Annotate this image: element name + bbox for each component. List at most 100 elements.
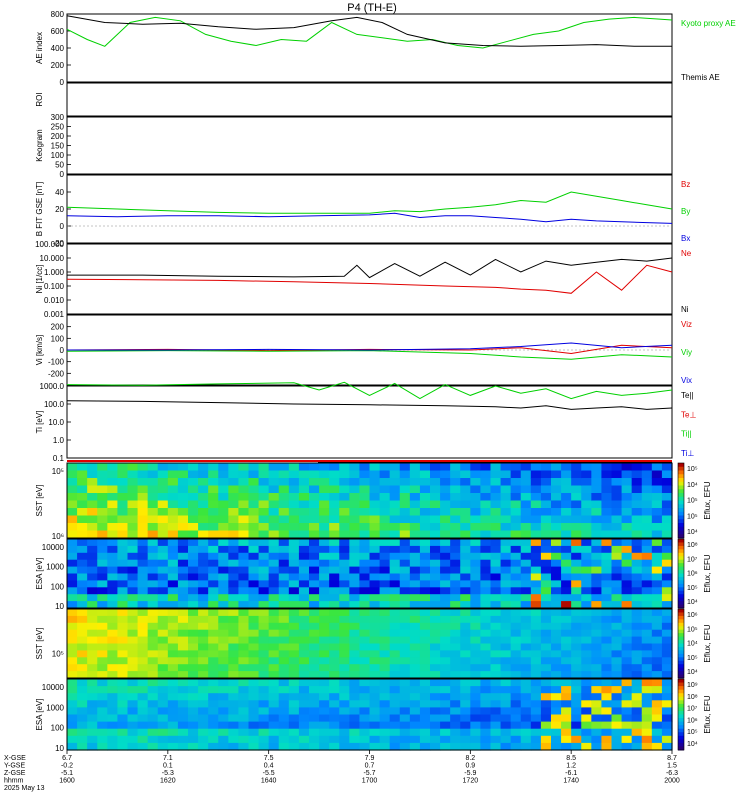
heatmap-cell <box>591 636 603 645</box>
heatmap-cell <box>97 686 108 694</box>
heatmap-cell <box>208 545 219 554</box>
heatmap-cell <box>208 671 219 679</box>
heatmap-cell <box>298 615 310 624</box>
heatmap-cell <box>309 594 320 602</box>
heatmap-cell <box>147 636 159 645</box>
heatmap-cell <box>147 601 159 609</box>
colorbar-swatch <box>678 650 684 655</box>
heatmap-cell <box>440 539 451 547</box>
heatmap-cell <box>571 594 582 602</box>
heatmap-cell <box>530 636 542 645</box>
heatmap-cell <box>409 735 421 744</box>
heatmap-cell <box>127 500 139 509</box>
heatmap-cell <box>359 664 371 672</box>
heatmap-cell <box>228 615 240 624</box>
heatmap-cell <box>97 485 108 494</box>
heatmap-cell <box>339 523 350 532</box>
heatmap-cell <box>87 485 98 494</box>
heatmap-cell <box>409 523 421 532</box>
heatmap-cell <box>77 693 88 701</box>
heatmap-cell <box>500 493 512 502</box>
heatmap-cell <box>480 686 492 694</box>
heatmap-cell <box>611 643 623 651</box>
heatmap-cell <box>127 539 139 547</box>
heatmap-cell <box>288 493 300 502</box>
heatmap-cell <box>137 559 149 568</box>
heatmap-cell <box>430 700 441 708</box>
heatmap-cell <box>601 587 613 595</box>
heatmap-cell <box>571 643 582 651</box>
heatmap-cell <box>661 587 673 595</box>
heatmap-cell <box>319 478 330 487</box>
heatmap-cell <box>248 664 260 672</box>
heatmap-cell <box>77 657 88 665</box>
heatmap-cell <box>309 515 320 524</box>
heatmap-cell <box>581 664 592 672</box>
heatmap-cell <box>349 693 361 701</box>
heatmap-cell <box>319 493 330 502</box>
heatmap-cell <box>87 523 98 532</box>
heatmap-cell <box>208 478 219 487</box>
heatmap-cell <box>107 539 119 547</box>
heatmap-cell <box>349 615 361 624</box>
heatmap-cell <box>661 728 673 737</box>
heatmap-cell <box>258 478 270 487</box>
heatmap-cell <box>208 587 219 595</box>
heatmap-cell <box>309 742 320 751</box>
heatmap-cell <box>87 679 98 687</box>
heatmap-cell <box>278 622 290 631</box>
heatmap-cell <box>157 707 169 716</box>
heatmap-cell <box>218 545 229 554</box>
heatmap-cell <box>399 493 411 502</box>
heatmap-cell <box>137 657 149 665</box>
heatmap-cell <box>77 728 88 737</box>
heatmap-cell <box>561 664 572 672</box>
heatmap-cell <box>339 587 350 595</box>
heatmap-cell <box>157 693 169 701</box>
heatmap-cell <box>329 470 340 479</box>
heatmap-cell <box>107 573 119 581</box>
heatmap-cell <box>167 700 179 708</box>
heatmap-cell <box>339 463 350 472</box>
heatmap-cell <box>430 539 441 547</box>
heatmap-cell <box>288 545 300 554</box>
heatmap-cell <box>87 700 98 708</box>
heatmap-cell <box>480 594 492 602</box>
heatmap-cell <box>430 530 441 539</box>
heatmap-cell <box>177 515 189 524</box>
heatmap-cell <box>440 679 451 687</box>
heatmap-cell <box>167 707 179 716</box>
heatmap-cell <box>278 629 290 638</box>
heatmap-cell <box>530 493 542 502</box>
heatmap-cell <box>571 539 582 547</box>
heatmap-cell <box>278 594 290 602</box>
heatmap-cell <box>470 609 482 617</box>
heatmap-cell <box>188 523 199 532</box>
heatmap-cell <box>319 594 330 602</box>
heatmap-cell <box>591 485 603 494</box>
heatmap-cell <box>540 657 552 665</box>
heatmap-cell <box>319 700 330 708</box>
heatmap-cell <box>248 478 260 487</box>
heatmap-cell <box>329 530 340 539</box>
heatmap-cell <box>97 657 108 665</box>
heatmap-cell <box>379 714 391 723</box>
heatmap-cell <box>198 671 209 679</box>
heatmap-cell <box>480 615 492 624</box>
heatmap-cell <box>520 615 532 624</box>
heatmap-cell <box>107 622 119 631</box>
heatmap-cell <box>228 545 240 554</box>
heatmap-cell <box>228 686 240 694</box>
heatmap-cell <box>117 742 129 751</box>
heatmap-cell <box>490 742 502 751</box>
heatmap-cell <box>228 478 240 487</box>
heatmap-cell <box>238 478 250 487</box>
heatmap-cell <box>188 679 199 687</box>
heatmap-cell <box>157 609 169 617</box>
heatmap-cell <box>127 515 139 524</box>
heatmap-cell <box>611 463 623 472</box>
heatmap-cell <box>389 742 401 751</box>
heatmap-cell <box>419 573 431 581</box>
heatmap-cell <box>430 657 441 665</box>
heatmap-cell <box>379 580 391 588</box>
